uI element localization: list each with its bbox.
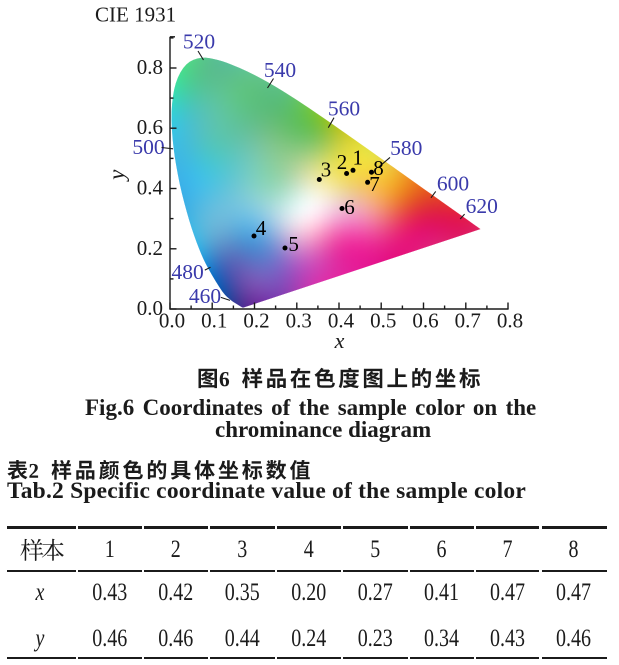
svg-text:6: 6 [344,195,355,219]
svg-text:500: 500 [132,135,164,159]
svg-text:620: 620 [466,194,498,218]
svg-text:0.8: 0.8 [497,309,523,333]
svg-text:540: 540 [264,58,296,82]
svg-text:0.3: 0.3 [286,309,312,333]
svg-text:CIE 1931: CIE 1931 [95,3,176,27]
svg-text:480: 480 [171,260,203,284]
svg-text:0.4: 0.4 [137,176,164,200]
svg-text:3: 3 [321,157,332,181]
svg-text:600: 600 [437,172,469,196]
svg-text:4: 4 [256,216,267,240]
svg-text:580: 580 [390,136,422,160]
svg-text:460: 460 [189,284,221,308]
svg-text:1: 1 [352,146,363,170]
svg-text:8: 8 [373,156,384,180]
svg-text:520: 520 [183,30,215,54]
svg-text:560: 560 [328,97,360,121]
svg-text:0.4: 0.4 [328,309,355,333]
svg-text:2: 2 [337,150,348,174]
svg-text:0.2: 0.2 [243,309,269,333]
svg-text:0.1: 0.1 [201,309,227,333]
svg-text:0.0: 0.0 [137,296,163,320]
svg-text:0.6: 0.6 [137,115,163,139]
svg-text:y: y [104,169,129,182]
svg-text:0.7: 0.7 [455,309,481,333]
svg-text:7: 7 [369,172,380,196]
svg-text:0.0: 0.0 [159,309,185,333]
svg-text:0.2: 0.2 [137,236,163,260]
svg-text:x: x [334,328,345,353]
svg-text:0.8: 0.8 [137,55,163,79]
svg-text:0.6: 0.6 [412,309,438,333]
svg-text:5: 5 [288,232,299,256]
svg-text:0.5: 0.5 [370,309,396,333]
